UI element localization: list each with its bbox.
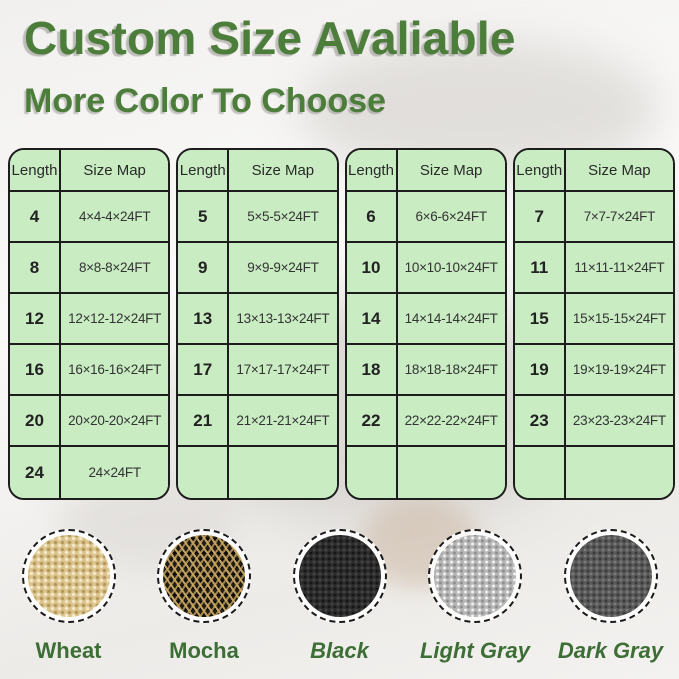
swatch-label: Dark Gray: [557, 638, 664, 663]
size-table-1: Length Size Map 4 4×4-4×24FT 8 8×8-8×24F…: [8, 148, 171, 500]
size-tables-row: Length Size Map 4 4×4-4×24FT 8 8×8-8×24F…: [8, 148, 675, 500]
page-title: Custom Size Avaliable: [24, 12, 516, 64]
length-cell: 8: [10, 243, 61, 294]
column-header-size-map: Size Map: [397, 150, 505, 192]
size-map-cell-empty: [229, 447, 337, 498]
swatch-dark-gray: Dark Gray: [544, 529, 678, 664]
size-map-cell: 17×17-17×24FT: [229, 345, 337, 396]
length-cell: 5: [178, 192, 230, 243]
swatch-light-gray: Light Gray: [408, 529, 542, 664]
size-map-cell: 21×21-21×24FT: [229, 396, 337, 447]
length-cell: 10: [346, 243, 398, 294]
swatch-black: Black: [273, 529, 407, 664]
length-cell: 21: [178, 396, 230, 447]
length-cell: 20: [10, 396, 61, 447]
column-header-size-map: Size Map: [61, 150, 169, 192]
size-map-cell: 9×9-9×24FT: [229, 243, 337, 294]
column-header-size-map: Size Map: [229, 150, 337, 192]
length-cell: 22: [346, 396, 398, 447]
length-cell: 6: [346, 192, 398, 243]
size-map-cell: 6×6-6×24FT: [397, 192, 505, 243]
size-table-3: Length Size Map 6 6×6-6×24FT 10 10×10-10…: [344, 148, 507, 500]
length-cell: 24: [10, 447, 61, 498]
size-map-cell: 4×4-4×24FT: [61, 192, 169, 243]
size-map-cell-empty: [565, 447, 673, 498]
size-map-cell: 22×22-22×24FT: [397, 396, 505, 447]
length-cell-empty: [178, 447, 230, 498]
size-map-cell: 12×12-12×24FT: [61, 294, 169, 345]
fabric-sample-mocha: [163, 535, 245, 617]
length-cell: 18: [346, 345, 398, 396]
length-cell: 13: [178, 294, 230, 345]
swatch-label: Mocha: [169, 638, 239, 663]
fabric-sample-dark-gray: [569, 535, 652, 617]
column-header-length: Length: [178, 150, 230, 192]
swatch-wheat: Wheat: [2, 529, 136, 664]
length-cell: 4: [10, 192, 61, 243]
size-map-cell: 16×16-16×24FT: [61, 345, 169, 396]
color-swatches-row: Wheat Mocha Black Light Gray Dark Gray: [0, 529, 679, 664]
size-map-cell-empty: [397, 447, 505, 498]
dashed-circle: [157, 529, 251, 623]
size-map-cell: 8×8-8×24FT: [61, 243, 169, 294]
dashed-circle: [21, 529, 116, 623]
length-cell: 16: [10, 345, 61, 396]
length-cell: 15: [514, 294, 566, 345]
length-cell-empty: [346, 447, 398, 498]
size-map-cell: 20×20-20×24FT: [61, 396, 169, 447]
size-map-cell: 18×18-18×24FT: [397, 345, 505, 396]
length-cell: 23: [514, 396, 566, 447]
size-map-cell: 5×5-5×24FT: [229, 192, 337, 243]
length-cell: 11: [514, 243, 566, 294]
column-header-size-map: Size Map: [565, 150, 673, 192]
page-subtitle: More Color To Choose: [24, 82, 387, 120]
column-header-length: Length: [346, 150, 398, 192]
size-map-cell: 14×14-14×24FT: [397, 294, 505, 345]
swatch-label: Wheat: [35, 638, 102, 663]
size-map-cell: 7×7-7×24FT: [565, 192, 673, 243]
fabric-sample-light-gray: [434, 535, 516, 617]
size-map-cell: 19×19-19×24FT: [565, 345, 673, 396]
size-table-2: Length Size Map 5 5×5-5×24FT 9 9×9-9×24F…: [176, 148, 339, 500]
swatch-mocha: Mocha: [137, 529, 271, 664]
length-cell: 12: [10, 294, 61, 345]
dashed-circle: [428, 529, 522, 623]
column-header-length: Length: [10, 150, 61, 192]
length-cell: 19: [514, 345, 566, 396]
swatch-label: Light Gray: [419, 638, 530, 663]
size-map-cell: 24×24FT: [61, 447, 169, 498]
dashed-circle: [292, 529, 387, 623]
length-cell: 17: [178, 345, 230, 396]
size-map-cell: 15×15-15×24FT: [565, 294, 673, 345]
length-cell: 14: [346, 294, 398, 345]
length-cell: 9: [178, 243, 230, 294]
size-map-cell: 11×11-11×24FT: [565, 243, 673, 294]
size-map-cell: 23×23-23×24FT: [565, 396, 673, 447]
size-map-cell: 10×10-10×24FT: [397, 243, 505, 294]
dashed-circle: [563, 529, 658, 623]
fabric-sample-black: [298, 535, 381, 617]
size-table-4: Length Size Map 7 7×7-7×24FT 11 11×11-11…: [512, 148, 675, 500]
size-map-cell: 13×13-13×24FT: [229, 294, 337, 345]
swatch-label: Black: [310, 638, 369, 663]
fabric-sample-wheat: [27, 535, 110, 617]
length-cell-empty: [514, 447, 566, 498]
length-cell: 7: [514, 192, 566, 243]
column-header-length: Length: [514, 150, 566, 192]
